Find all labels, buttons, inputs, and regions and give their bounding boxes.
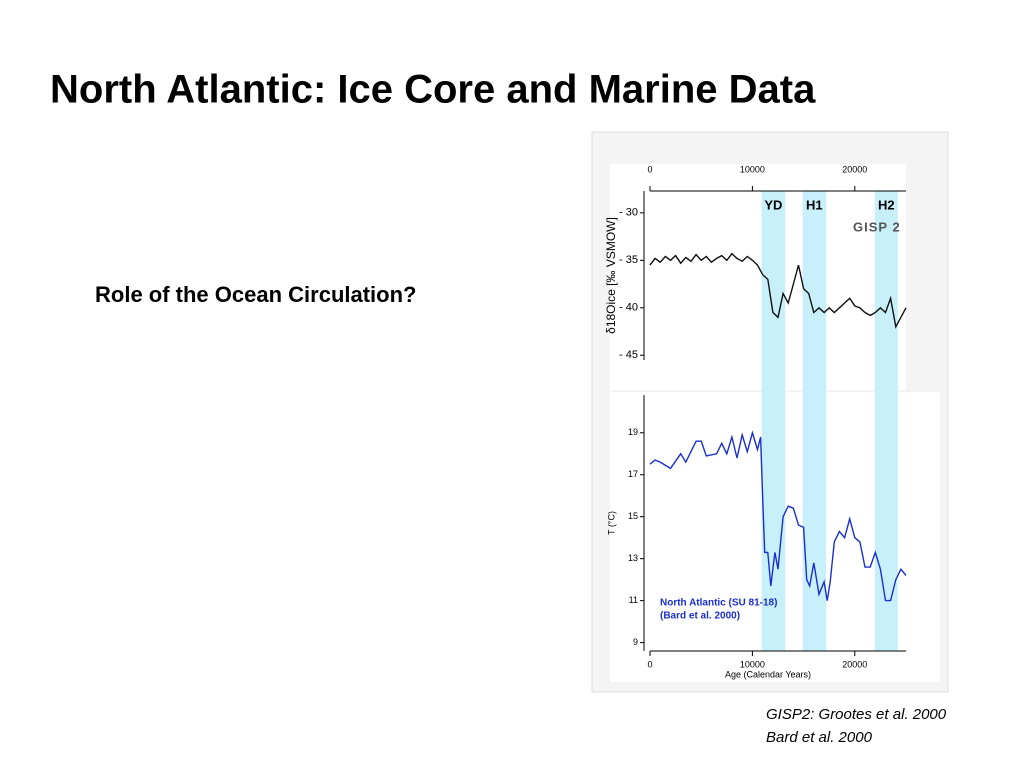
x-tick-label: 20000: [842, 164, 867, 174]
event-band: [761, 191, 786, 651]
annotation: GISP 2: [853, 219, 901, 234]
y-tick-label: - 30: [619, 207, 638, 219]
y-tick-label: 13: [628, 553, 638, 563]
y-tick-label: 19: [628, 427, 638, 437]
x-tick-label: 0: [647, 164, 652, 174]
band-label: H1: [806, 197, 823, 212]
citation: Bard et al. 2000: [766, 729, 873, 746]
x-tick-label: 10000: [740, 659, 765, 669]
band-label: YD: [764, 197, 782, 212]
y-tick-label: 9: [633, 637, 638, 647]
x-tick-label: 10000: [740, 164, 765, 174]
y-tick-label: - 35: [619, 254, 638, 266]
event-band: [874, 191, 898, 651]
y-tick-label: - 45: [619, 349, 638, 361]
y-tick-label: 15: [628, 511, 638, 521]
annotation: (Bard et al. 2000): [660, 611, 740, 622]
x-axis-label: Age (Calendar Years): [725, 669, 811, 679]
y-tick-label: 11: [629, 595, 638, 605]
y-tick-label: - 40: [619, 302, 638, 314]
annotation: North Atlantic (SU 81-18): [660, 598, 777, 609]
data-line: [649, 430, 907, 602]
y-tick-label: 17: [628, 469, 638, 479]
citation: GISP2: Grootes et al. 2000: [766, 706, 947, 723]
panel-bg: [610, 164, 906, 390]
band-label: H2: [878, 197, 895, 212]
y-axis-label: δ18Oice [‰ VSMOW]: [604, 217, 618, 334]
x-tick-label: 0: [647, 659, 652, 669]
slide-title: North Atlantic: Ice Core and Marine Data: [50, 68, 816, 112]
data-line: [649, 252, 907, 329]
x-tick-label: 20000: [842, 659, 867, 669]
event-band: [802, 191, 827, 651]
slide-subtitle: Role of the Ocean Circulation?: [95, 282, 416, 307]
y-axis-label: T (°C): [606, 511, 616, 535]
